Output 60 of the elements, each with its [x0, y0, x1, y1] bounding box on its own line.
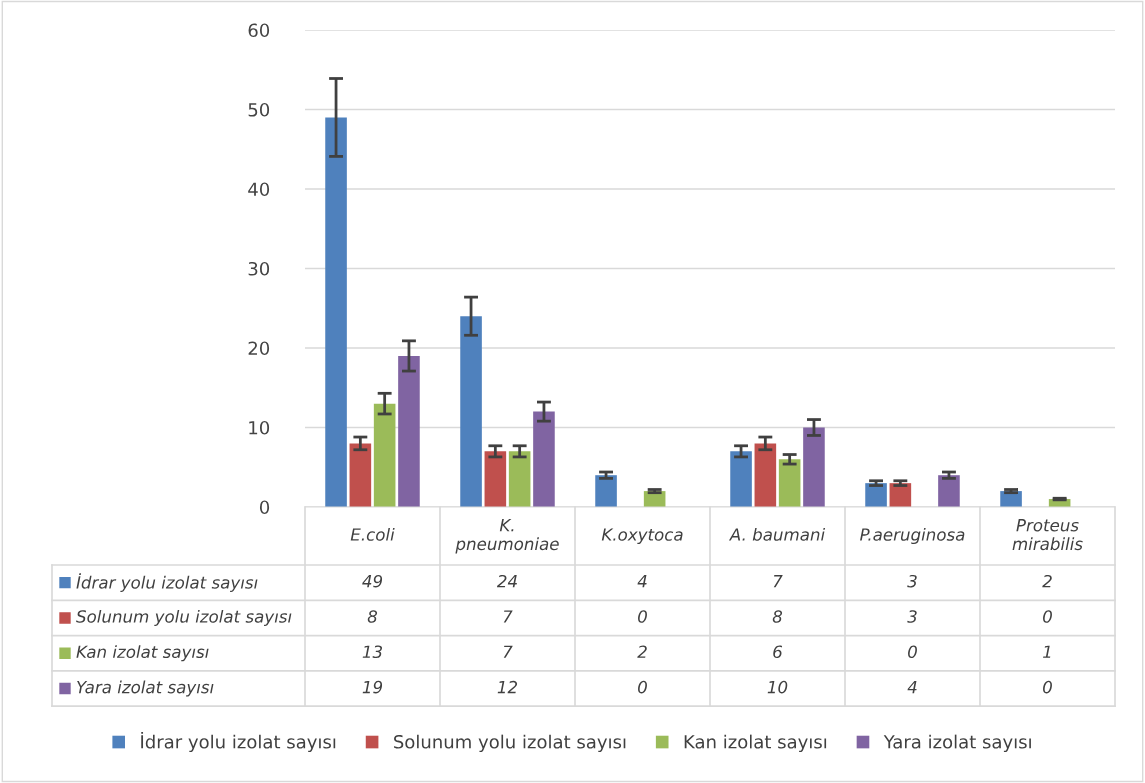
- data-label: 7: [503, 645, 513, 658]
- legend-label: Yara izolat sayısı: [883, 734, 1031, 753]
- y-tick-label: 20: [248, 341, 270, 356]
- y-tick-label: 0: [259, 500, 270, 515]
- data-label: 6: [773, 645, 783, 659]
- data-label: 24: [496, 574, 517, 588]
- bar: [938, 475, 960, 507]
- x-tick-label: K.oxytoca: [601, 528, 683, 545]
- data-label: 49: [362, 574, 383, 588]
- bar: [508, 451, 531, 507]
- x-tick-label: Proteus mirabilis: [1012, 519, 1083, 551]
- data-label: 2: [637, 645, 647, 658]
- data-label: 0: [638, 610, 647, 623]
- data-label: 8: [772, 610, 783, 623]
- bar: [533, 411, 555, 507]
- bar: [398, 355, 420, 507]
- data-label: 12: [497, 680, 518, 694]
- text: Solunum yolu izolat sayısı: [394, 734, 626, 753]
- y-tick-label: 60: [248, 23, 270, 38]
- bar: [754, 443, 777, 507]
- bar: [484, 451, 507, 507]
- y-tick-label: 30: [248, 261, 270, 276]
- data-label: 4: [907, 681, 917, 694]
- bar: [865, 483, 887, 507]
- bar: [778, 459, 801, 507]
- bar: [349, 443, 372, 507]
- legend-label: Kan izolat sayısı: [76, 645, 209, 662]
- y-tick-label: 10: [249, 420, 270, 435]
- data-label: 7: [503, 610, 513, 623]
- legend-label: İdrar yolu izolat sayısı: [76, 573, 258, 592]
- data-label: 10: [767, 680, 788, 694]
- text: Kan izolat sayısı: [684, 734, 827, 753]
- data-label: 8: [367, 610, 378, 623]
- data-label: 3: [907, 610, 917, 623]
- data-label: 0: [638, 680, 647, 694]
- bar: [803, 427, 825, 507]
- x-tick-label: E.coli: [350, 527, 395, 541]
- legend-label: Solunum yolu izolat sayısı: [76, 609, 292, 627]
- y-tick-label: 50: [248, 102, 270, 117]
- data-label: 1: [1043, 645, 1051, 658]
- bar: [460, 316, 482, 507]
- data-label: 0: [1043, 610, 1052, 623]
- data-label: 13: [362, 645, 383, 659]
- x-tick-label: P.aeruginosa: [860, 527, 965, 545]
- bar: [373, 403, 396, 507]
- bar: [595, 475, 617, 507]
- data-label: 19: [362, 680, 383, 694]
- y-tick-label: 40: [248, 182, 270, 197]
- text: Yara izolat sayısı: [77, 680, 214, 697]
- data-label: 4: [637, 575, 647, 588]
- text: İdrar yolu izolat sayısı: [141, 731, 336, 753]
- bar: [730, 451, 752, 507]
- data-label: 0: [908, 645, 917, 659]
- x-tick-label: A. baumani: [728, 527, 826, 541]
- data-label: 7: [773, 575, 783, 588]
- data-label: 2: [1042, 574, 1052, 588]
- data-label: 3: [907, 574, 917, 588]
- data-label: 0: [1043, 680, 1052, 694]
- x-tick-label: K. pneumoniae: [455, 519, 559, 554]
- bar: [325, 117, 347, 507]
